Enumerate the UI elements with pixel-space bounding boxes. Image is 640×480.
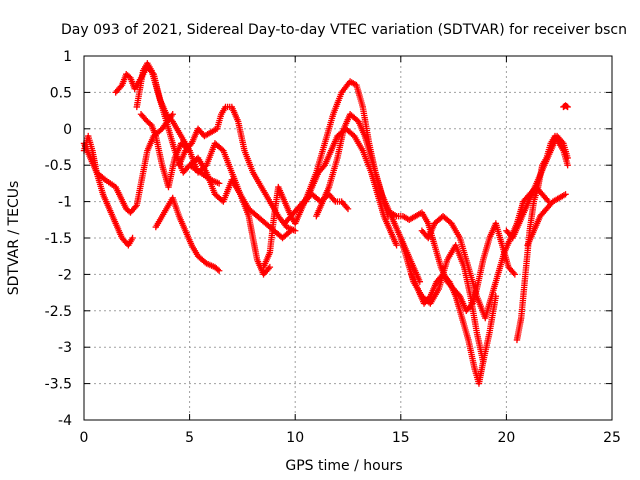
data-point xyxy=(564,103,571,111)
data-point xyxy=(292,227,299,234)
y-tick-label: -0.5 xyxy=(45,158,72,174)
data-point xyxy=(544,196,551,204)
y-tick-label: -2.5 xyxy=(45,304,72,320)
x-tick-labels: 0 5 10 15 20 25 xyxy=(80,430,621,446)
x-tick-label: 25 xyxy=(603,430,621,446)
data-point xyxy=(479,358,487,365)
data-point xyxy=(564,154,571,162)
series-track-15 xyxy=(408,271,487,387)
data-point xyxy=(330,196,338,204)
data-point xyxy=(266,263,274,271)
x-tick-label: 10 xyxy=(286,430,304,446)
data-point xyxy=(215,267,223,274)
data-point xyxy=(425,294,433,301)
axis-ticks xyxy=(83,55,613,421)
series-track-18 xyxy=(503,132,571,242)
series-track-9 xyxy=(260,78,424,285)
data-point xyxy=(393,242,400,249)
data-point xyxy=(320,163,327,170)
series-track-17 xyxy=(513,132,571,344)
data-point xyxy=(558,138,566,146)
y-tick-labels: 1 0.5 0 -0.5 -1 -1.5 -2 -2.5 -3 -3.5 -4 xyxy=(45,49,72,429)
x-axis-title: GPS time / hours xyxy=(285,458,402,474)
data-point xyxy=(214,266,221,273)
y-tick-label: -1 xyxy=(58,195,72,211)
x-tick-label: 5 xyxy=(185,430,194,446)
data-point xyxy=(562,191,569,198)
y-axis-title: SDTVAR / TECUs xyxy=(6,181,22,296)
data-point xyxy=(511,271,519,278)
series-track-12 xyxy=(281,191,352,227)
y-tick-label: -2 xyxy=(58,267,72,283)
data-point xyxy=(444,277,452,284)
data-point xyxy=(132,203,139,210)
y-tick-label: 1 xyxy=(63,49,72,65)
data-point xyxy=(117,83,124,90)
x-tick-label: 15 xyxy=(392,430,410,446)
series-track-6 xyxy=(152,194,223,274)
y-tick-label: -3.5 xyxy=(45,377,72,393)
data-point xyxy=(215,180,223,187)
data-point xyxy=(344,205,352,213)
chart-title: Day 093 of 2021, Sidereal Day-to-day VTE… xyxy=(61,22,627,38)
series-track-20 xyxy=(560,102,571,111)
data-points xyxy=(80,60,571,387)
series-track-11 xyxy=(302,125,400,249)
series-track-2 xyxy=(80,132,136,249)
data-point xyxy=(343,204,350,211)
x-tick-label: 20 xyxy=(497,430,515,446)
data-point xyxy=(563,103,570,110)
y-tick-label: -4 xyxy=(58,413,72,429)
data-point xyxy=(265,265,272,272)
data-point xyxy=(169,111,176,118)
x-tick-label: 0 xyxy=(80,430,89,446)
data-point xyxy=(564,162,571,169)
series-track-8 xyxy=(186,154,274,278)
series-track-19 xyxy=(524,191,569,249)
y-tick-label: -3 xyxy=(58,340,72,356)
data-point xyxy=(510,269,517,277)
data-point xyxy=(187,141,194,149)
y-tick-label: -1.5 xyxy=(45,231,72,247)
data-point xyxy=(168,116,175,124)
y-tick-label: 0 xyxy=(63,122,72,138)
data-point xyxy=(129,234,136,242)
y-tick-label: 0.5 xyxy=(50,85,72,101)
